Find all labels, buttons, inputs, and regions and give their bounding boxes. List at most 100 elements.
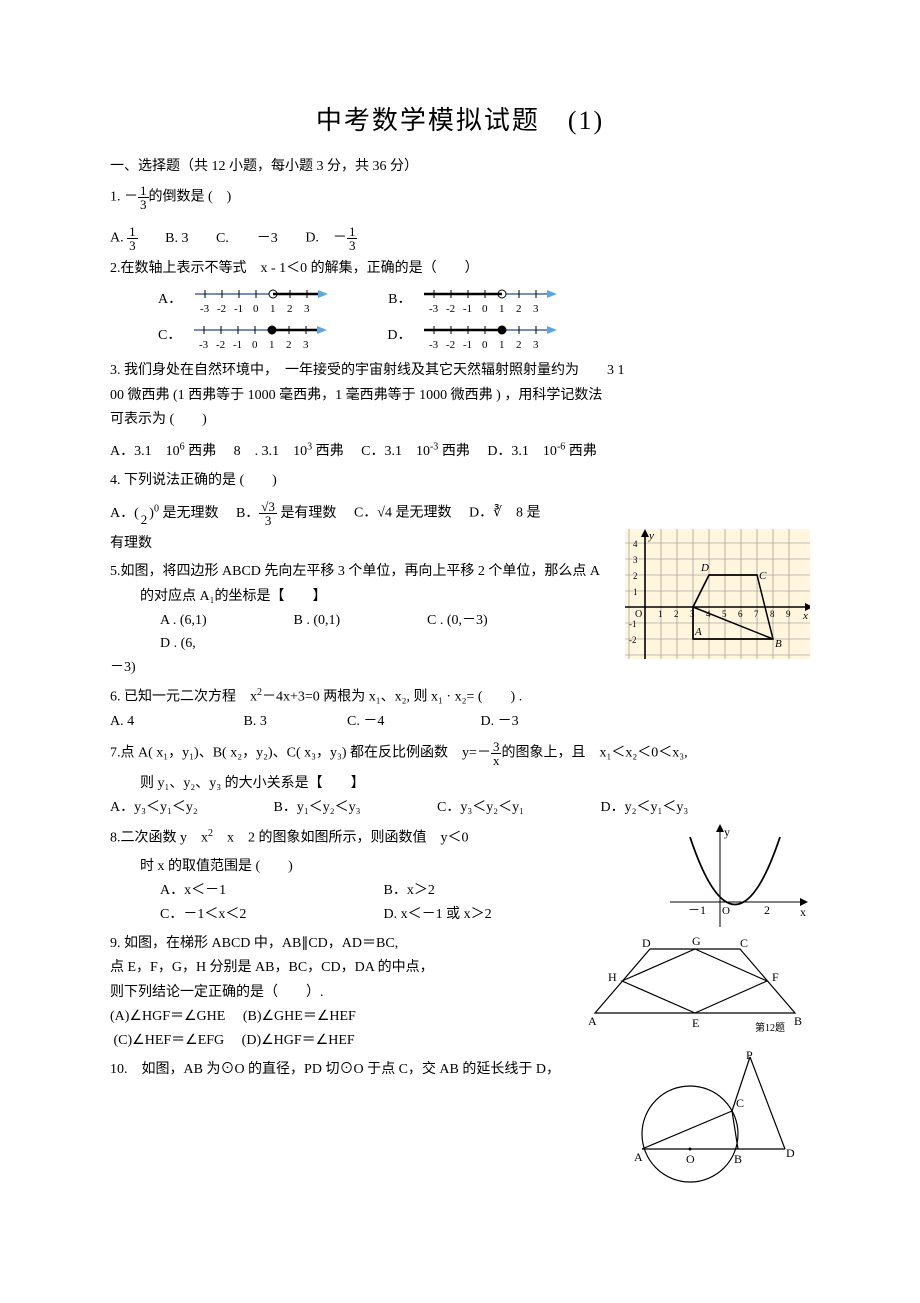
q9-b: (B)∠GHE＝∠HEF (243, 1009, 356, 1024)
svg-text:0: 0 (253, 303, 259, 315)
svg-text:B: B (734, 1152, 742, 1166)
svg-text:A: A (634, 1150, 643, 1164)
q1-stem-a: 1. － (110, 190, 138, 205)
page-title: 中考数学模拟试题 (1) (110, 100, 810, 142)
numberline-d-icon: -3 -2 -1 0123 (419, 318, 559, 354)
question-10: 10. 如图，AB 为⊙O 的直径，PD 切⊙O 于点 C，交 AB 的延长线于… (110, 1059, 810, 1081)
q3-b: 8 . 3.1 103 西弗 (234, 444, 344, 459)
q9-l2: 点 E，F，G，H 分别是 AB，BC，CD，DA 的中点， (110, 957, 810, 979)
q4-c: C．√4 是无理数 (354, 506, 452, 521)
question-4-tail: 有理数 (110, 533, 810, 555)
question-6: 6. 已知一元二次方程 x2－4x+3=0 两根为 x₁、x₂, 则 x₁ · … (110, 685, 810, 733)
question-8: 8.二次函数 y x2 x 2 的图象如图所示，则函数值 y＜0 时 x 的取值… (110, 826, 810, 927)
q6-c: C. －4 (347, 711, 477, 733)
svg-text:1: 1 (270, 303, 276, 315)
section-header: 一、选择题（共 12 小题，每小题 3 分，共 36 分） (110, 156, 810, 178)
q2-label-b: B． (388, 289, 411, 311)
q7-a: A．y₃＜y₁＜y₂ (110, 797, 270, 819)
q6-stem-a: 6. 已知一元二次方程 x (110, 690, 257, 705)
q8-l1a: 8.二次函数 y x (110, 830, 208, 845)
q5-d: D . (6, (160, 633, 290, 655)
q7-c: C．y₃＜y₂＜y₁ (437, 797, 597, 819)
q2-label-a: A． (158, 289, 182, 311)
svg-text:1: 1 (499, 339, 505, 351)
q4-b: B．√33 是有理数 (236, 506, 336, 521)
question-9: 9. 如图，在梯形 ABCD 中，AB∥CD，AD＝BC, 点 E，F，G，H … (110, 933, 810, 1053)
question-2: 2.在数轴上表示不等式 x - 1＜0 的解集，正确的是（ ） A． -3-2-… (110, 258, 810, 354)
svg-text:-1: -1 (463, 303, 472, 315)
svg-text:-1: -1 (234, 303, 243, 315)
svg-text:-2: -2 (217, 303, 226, 315)
svg-text:-3: -3 (200, 303, 210, 315)
svg-text:-2: -2 (446, 339, 455, 351)
q1-opt-d: D. －13 (305, 225, 357, 252)
svg-text:3: 3 (303, 339, 309, 351)
q4-stem: 4. 下列说法正确的是 ( ) (110, 470, 810, 492)
q8-d: D. x＜－1 或 x＞2 (384, 907, 492, 922)
q3-l3: 可表示为 ( ) (110, 409, 810, 431)
numberline-b-icon: -3 -2 -1 0123 (419, 282, 559, 318)
svg-text:-3: -3 (429, 339, 439, 351)
q9-d: (D)∠HGF＝∠HEF (242, 1033, 355, 1048)
q5-a: A . (6,1) (160, 610, 290, 632)
q5-c: C . (0,－3) (427, 610, 557, 632)
svg-text:O: O (686, 1152, 695, 1166)
q3-a: A．3.1 106 西弗 (110, 444, 216, 459)
q3-d: D．3.1 10-6 西弗 (487, 444, 596, 459)
q3-l2: 00 微西弗 (1 西弗等于 1000 毫西弗，1 毫西弗等于 1000 微西弗… (110, 385, 810, 407)
svg-text:0: 0 (482, 339, 488, 351)
q7-b: B．y₁＜y₂＜y₃ (274, 797, 434, 819)
question-3: 3. 我们身处在自然环境中， 一年接受的宇宙射线及其它天然辐射照射量约为 3 1… (110, 360, 810, 463)
q4-a: A．( 2)0 是无理数 (110, 506, 218, 521)
svg-text:-1: -1 (233, 339, 242, 351)
q2-label-d: D． (387, 325, 411, 347)
svg-text:2: 2 (287, 303, 293, 315)
q8-c: C．－1＜x＜2 (160, 904, 380, 926)
q2-label-c: C． (158, 325, 181, 347)
question-4: 4. 下列说法正确的是 ( ) A．( 2)0 是无理数 B．√33 是有理数 … (110, 470, 810, 527)
question-1: 1. －13的倒数是 ( ) A. 13 B. 3 C. －3 D. －13 (110, 184, 810, 252)
q5-b: B . (0,1) (294, 610, 424, 632)
q1-opt-a: A. 13 (110, 225, 138, 252)
svg-text:3: 3 (533, 303, 539, 315)
q9-l3: 则下列结论一定正确的是（ ）. (110, 982, 810, 1004)
q5-l1: 5.如图，将四边形 ABCD 先向左平移 3 个单位，再向上平移 2 个单位，那… (110, 561, 810, 583)
svg-text:-2: -2 (216, 339, 225, 351)
svg-text:0: 0 (482, 303, 488, 315)
q6-b: B. 3 (244, 711, 344, 733)
q5-l2: 的对应点 A₁的坐标是【 】 (140, 586, 810, 608)
q3-l1: 3. 我们身处在自然环境中， 一年接受的宇宙射线及其它天然辐射照射量约为 3 1 (110, 360, 810, 382)
numberline-a-icon: -3-2-10123 (190, 282, 330, 318)
q9-c: (C)∠HEF＝∠EFG (114, 1033, 225, 1048)
svg-text:D: D (786, 1146, 795, 1160)
q1-stem-b: 的倒数是 ( ) (149, 190, 232, 205)
svg-text:0: 0 (252, 339, 258, 351)
q1-opt-b: B. 3 (165, 228, 188, 250)
q7-stem-a: 7.点 A( x₁，y₁)、B( x₂，y₂)、C( x₃，y₃) 都在反比例函… (110, 745, 491, 760)
q9-a: (A)∠HGF＝∠GHE (110, 1009, 225, 1024)
q4-d: D．∛ 8 是 (469, 506, 541, 521)
svg-text:2: 2 (516, 303, 522, 315)
svg-text:1: 1 (269, 339, 275, 351)
svg-text:2: 2 (286, 339, 292, 351)
svg-text:3: 3 (533, 339, 539, 351)
q7-d: D．y₂＜y₁＜y₃ (601, 797, 731, 819)
q7-stem-b: 的图象上，且 x₁＜x₂＜0＜x₃, (501, 745, 687, 760)
svg-text:-3: -3 (429, 303, 439, 315)
q6-a: A. 4 (110, 711, 240, 733)
q6-d: D. －3 (481, 711, 611, 733)
q10-stem: 10. 如图，AB 为⊙O 的直径，PD 切⊙O 于点 C，交 AB 的延长线于… (110, 1059, 810, 1081)
q8-l1b: x 2 的图象如图所示，则函数值 y＜0 (213, 830, 469, 845)
svg-text:-2: -2 (446, 303, 455, 315)
q4-tail: 有理数 (110, 533, 810, 555)
q8-l2: 时 x 的取值范围是 ( ) (140, 856, 810, 878)
q1-opt-c: C. －3 (216, 228, 278, 250)
numberline-c-icon: -3-2-10123 (189, 318, 329, 354)
q8-a: A．x＜－1 (160, 880, 380, 902)
svg-text:1: 1 (499, 303, 505, 315)
q8-b: B．x＞2 (384, 883, 435, 898)
q7-l2: 则 y₁、y₂、y₃ 的大小关系是【 】 (140, 773, 810, 795)
q3-c: C．3.1 10-3 西弗 (361, 444, 470, 459)
svg-text:-1: -1 (463, 339, 472, 351)
svg-text:2: 2 (516, 339, 522, 351)
